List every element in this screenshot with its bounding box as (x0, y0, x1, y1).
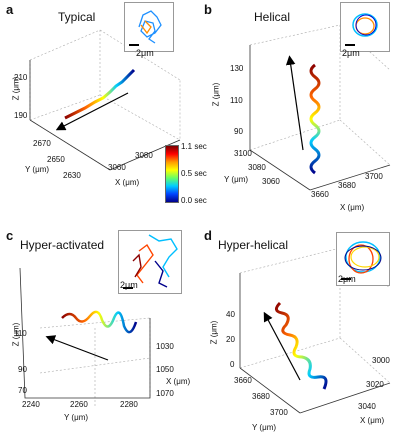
inset-trajectory-d (344, 241, 382, 274)
plot-3d-c (19, 267, 151, 408)
scale-label: 2μm (120, 280, 138, 290)
inset-b (340, 2, 390, 52)
z-tick: 90 (18, 365, 27, 374)
y-tick: 3080 (248, 163, 266, 172)
scale-label: 2μm (136, 48, 154, 58)
y-tick: 2670 (33, 139, 51, 148)
panel-letter: b (204, 2, 212, 17)
panel-b: b Helical Z (μm) 130 110 90 3100 3080 30… (200, 0, 400, 218)
colorbar-tick: 0.0 sec (181, 196, 207, 205)
inset-d (336, 232, 390, 286)
scale-bar (129, 44, 139, 46)
x-axis-label: X (μm) (340, 203, 365, 212)
y-tick: 2630 (63, 171, 81, 180)
y-tick: 3060 (262, 177, 280, 186)
y-tick: 3100 (234, 149, 252, 158)
y-axis-label: Y (μm) (64, 413, 89, 422)
x-tick: 3680 (338, 181, 356, 190)
y-tick: 3700 (270, 408, 288, 417)
trajectory-b (309, 63, 321, 175)
direction-arrow (263, 311, 301, 381)
panel-a: a Typical Z (μm) 210 190 2670 2650 2630 … (0, 0, 200, 218)
direction-arrow (45, 335, 109, 361)
y-tick: 3660 (234, 376, 252, 385)
x-axis-label: X (μm) (115, 178, 140, 187)
direction-arrow (55, 92, 129, 131)
y-axis-label: Y (μm) (252, 423, 277, 432)
y-tick: 3680 (252, 392, 270, 401)
x-tick: 1050 (156, 365, 174, 374)
y-tick: 2650 (47, 155, 65, 164)
plot-3d-d (239, 247, 391, 414)
z-tick: 190 (14, 111, 28, 120)
x-tick: 3080 (135, 151, 153, 160)
colorbar (165, 145, 179, 203)
scale-bar (345, 44, 355, 46)
inset-trajectory-c (132, 234, 178, 288)
scale-label: 2μm (342, 48, 360, 58)
x-tick: 1070 (156, 389, 174, 398)
y-tick: 2280 (120, 400, 138, 409)
panel-title: Helical (254, 10, 291, 24)
z-tick: 70 (18, 386, 27, 395)
inset-trajectory-b (352, 13, 378, 37)
x-tick: 3060 (108, 163, 126, 172)
y-tick: 2260 (70, 400, 88, 409)
panel-title: Hyper-activated (20, 238, 105, 252)
y-tick: 2240 (22, 400, 40, 409)
x-tick: 1030 (156, 342, 174, 351)
z-tick: 130 (230, 64, 244, 73)
inset-a (124, 2, 174, 52)
y-axis-label: Y (μm) (25, 165, 50, 174)
panel-title: Typical (58, 10, 96, 24)
colorbar-tick: 0.5 sec (181, 169, 207, 178)
scale-bar (123, 287, 133, 289)
panel-letter: a (6, 2, 14, 17)
scale-bar (341, 278, 351, 280)
y-axis-label: Y (μm) (224, 175, 249, 184)
z-tick: 20 (226, 335, 235, 344)
plot-3d-a (29, 29, 181, 171)
z-tick: 40 (226, 310, 235, 319)
x-axis-label: X (μm) (166, 377, 191, 386)
trajectory-c (61, 310, 138, 334)
panel-letter: c (6, 228, 14, 243)
x-axis-label: X (μm) (360, 416, 385, 425)
x-tick: 3020 (366, 380, 384, 389)
x-tick: 3660 (311, 190, 329, 199)
z-axis-label: Z (μm) (211, 82, 221, 107)
inset-c (118, 230, 182, 294)
panel-title: Hyper-helical (218, 238, 289, 252)
x-tick: 3000 (372, 356, 390, 365)
trajectory-a (64, 68, 136, 120)
x-tick: 3040 (358, 402, 376, 411)
panel-c: c Hyper-activated Z (μm) 110 90 70 2240 … (0, 218, 200, 436)
z-tick: 110 (14, 329, 27, 338)
panel-letter: d (204, 228, 212, 243)
colorbar-tick: 1.1 sec (181, 142, 207, 151)
x-tick: 3700 (365, 172, 383, 181)
z-tick: 210 (14, 73, 28, 82)
direction-arrow (285, 55, 304, 151)
z-tick: 110 (230, 96, 243, 105)
scale-label: 2μm (338, 274, 356, 284)
z-tick: 0 (230, 360, 235, 369)
trajectory-d (275, 301, 328, 390)
inset-trajectory-a (138, 10, 162, 44)
plot-3d-b (249, 24, 391, 191)
z-axis-label: Z (μm) (209, 320, 219, 345)
panel-d: d Hyper-helical Z (μm) 40 20 0 3660 3680… (200, 218, 400, 436)
z-tick: 90 (234, 127, 243, 136)
